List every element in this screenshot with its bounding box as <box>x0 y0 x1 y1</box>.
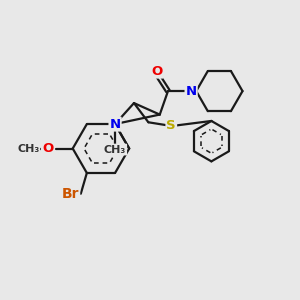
Text: O: O <box>151 64 163 78</box>
Text: S: S <box>167 119 176 132</box>
Text: Br: Br <box>61 187 79 201</box>
Text: N: N <box>186 85 197 98</box>
Text: CH₃: CH₃ <box>104 145 126 154</box>
Text: N: N <box>110 118 121 130</box>
Text: CH₃: CH₃ <box>17 143 39 154</box>
Text: O: O <box>42 142 53 155</box>
